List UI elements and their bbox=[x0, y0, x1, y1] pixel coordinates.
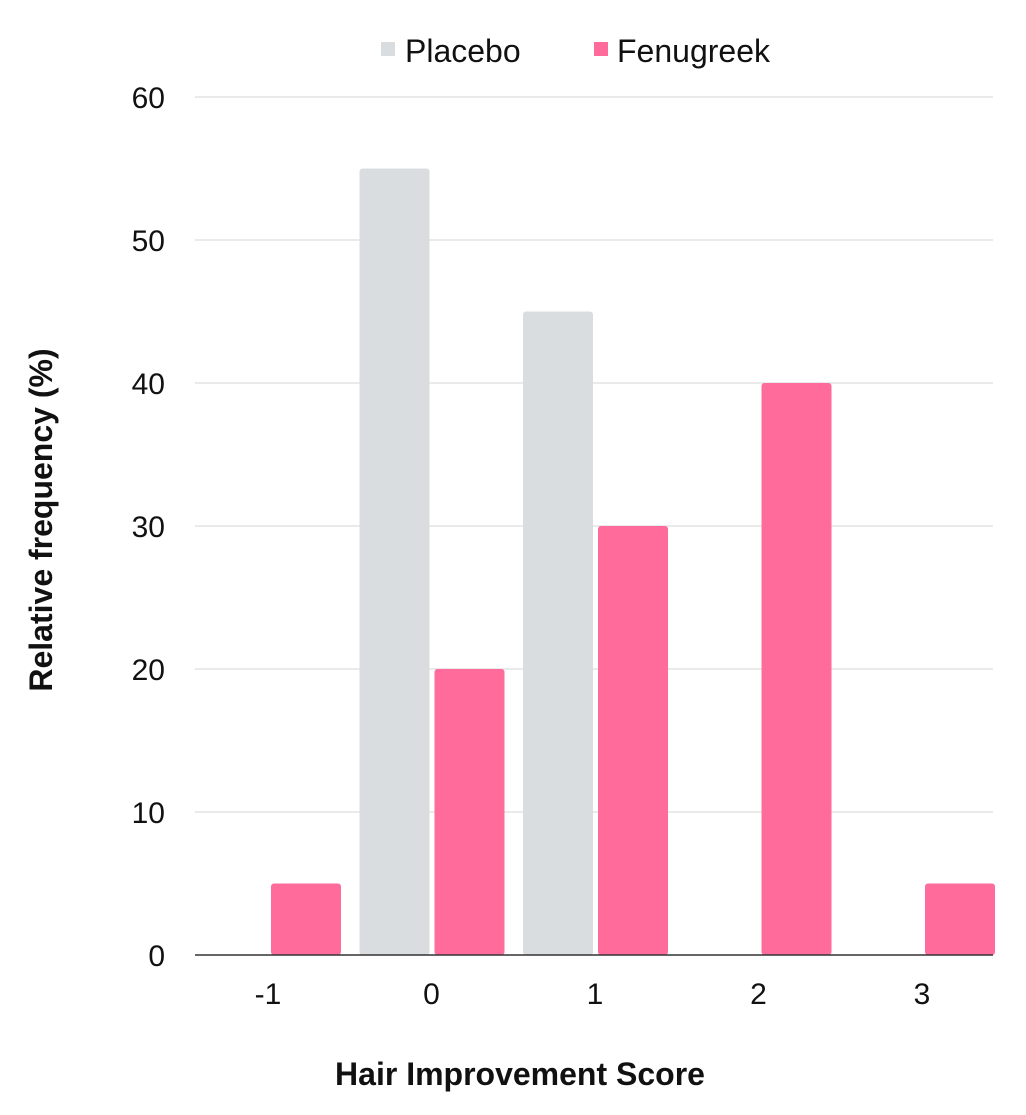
bar-fenugreek-0 bbox=[434, 669, 505, 955]
legend-swatch-fenugreek bbox=[594, 42, 608, 56]
bar-fenugreek-1 bbox=[598, 526, 668, 955]
y-tick-labels: 0 10 20 30 40 50 60 bbox=[132, 82, 165, 973]
legend: Placebo Fenugreek bbox=[381, 33, 771, 69]
y-axis-title: Relative frequency (%) bbox=[23, 348, 59, 691]
x-tick-label: 0 bbox=[423, 978, 440, 1011]
x-tick-labels: -1 0 1 2 3 bbox=[255, 978, 931, 1011]
bar-fenugreek-3 bbox=[925, 883, 995, 955]
y-tick-label: 20 bbox=[132, 654, 165, 687]
bar-placebo-1 bbox=[523, 311, 593, 955]
bar-fenugreek--1 bbox=[271, 883, 341, 955]
x-tick-label: 3 bbox=[914, 978, 931, 1011]
legend-label-fenugreek: Fenugreek bbox=[617, 33, 771, 69]
legend-label-placebo: Placebo bbox=[405, 33, 521, 69]
y-tick-label: 60 bbox=[132, 82, 165, 115]
legend-swatch-placebo bbox=[381, 42, 395, 56]
x-tick-label: 1 bbox=[587, 978, 604, 1011]
y-tick-label: 0 bbox=[148, 940, 165, 973]
x-axis-title: Hair Improvement Score bbox=[335, 1056, 705, 1092]
y-tick-label: 10 bbox=[132, 797, 165, 830]
bar-placebo-0 bbox=[359, 168, 430, 955]
gridlines bbox=[195, 96, 993, 813]
y-tick-label: 30 bbox=[132, 511, 165, 544]
y-tick-label: 50 bbox=[132, 225, 165, 258]
x-tick-label: 2 bbox=[750, 978, 767, 1011]
y-tick-label: 40 bbox=[132, 368, 165, 401]
bar-fenugreek-2 bbox=[761, 383, 832, 955]
x-tick-label: -1 bbox=[255, 978, 282, 1011]
bars bbox=[271, 168, 995, 955]
